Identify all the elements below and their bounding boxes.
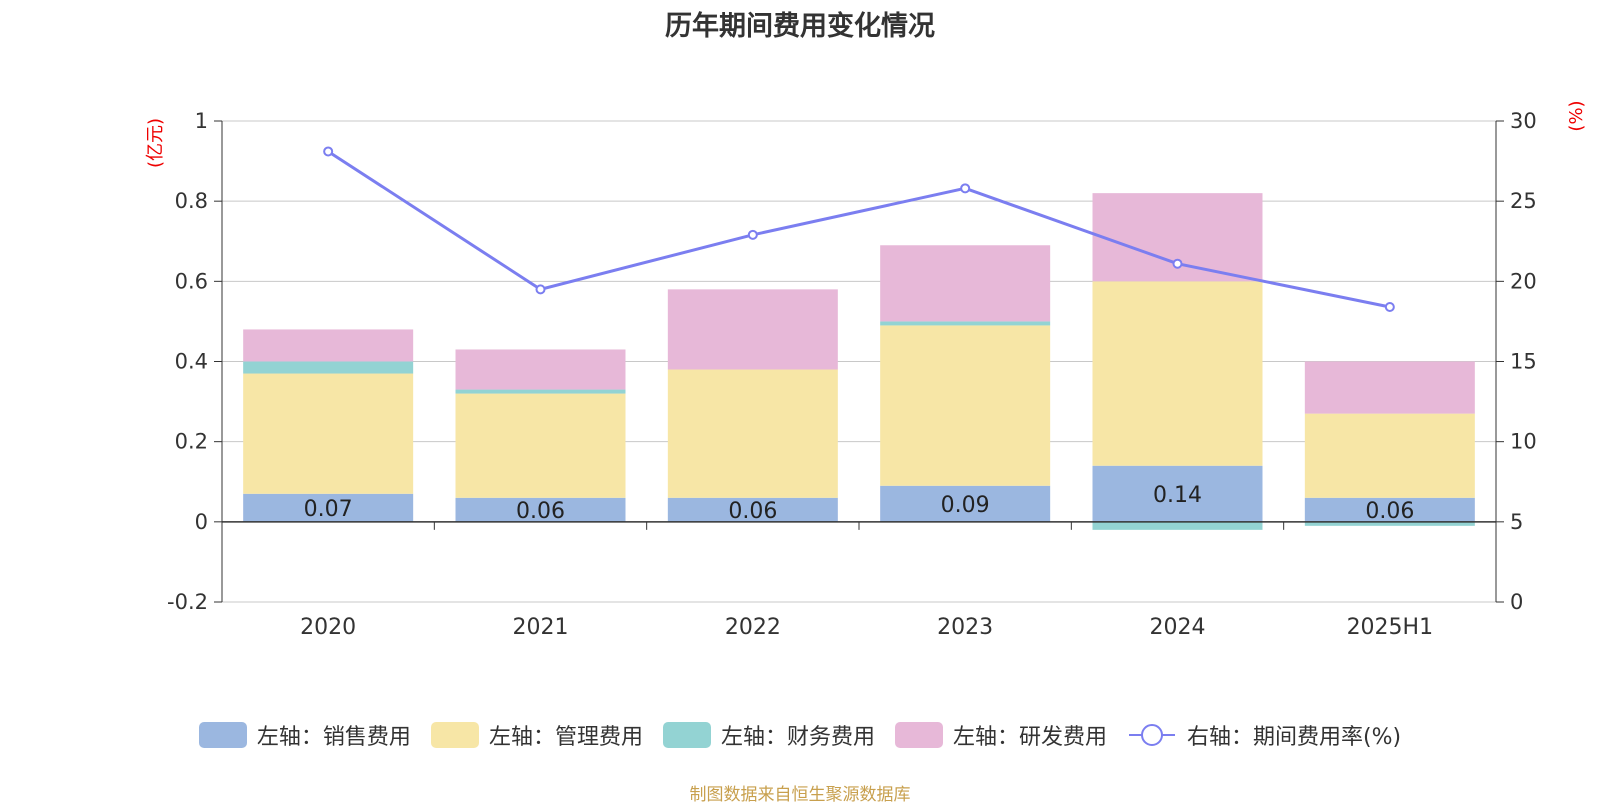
- right-axis-tick-label: 5: [1510, 510, 1523, 534]
- bar-rd: [880, 245, 1051, 322]
- legend-swatch-rd: [894, 722, 943, 748]
- bar-sales: [1092, 465, 1263, 522]
- left-axis-tick-label: 0: [195, 510, 208, 534]
- legend: 左轴：销售费用 左轴：管理费用 左轴：财务费用 左轴：研发费用 右轴：期间费用率…: [0, 719, 1600, 751]
- rate-point: [1172, 258, 1183, 269]
- grid-lines: [222, 120, 1496, 603]
- bar-sales: [455, 497, 626, 522]
- rate-point: [747, 229, 758, 240]
- data-labels: 0.07 0.06 0.06 0.09 0.14 0.06: [304, 483, 1415, 524]
- x-axis-tick-label: 2021: [513, 615, 569, 640]
- legend-swatch-sales: [198, 722, 247, 748]
- left-axis-tick-label: -0.2: [167, 590, 208, 614]
- legend-item-rd[interactable]: 左轴：研发费用: [894, 719, 1107, 751]
- left-axis-tick-label: 0.8: [175, 189, 208, 213]
- bar-sales: [243, 493, 414, 522]
- left-axis-tick-label: 1: [195, 109, 208, 133]
- bar-finance: [1304, 521, 1475, 526]
- rate-point: [960, 183, 971, 194]
- chart-title: 历年期间费用变化情况: [665, 11, 935, 42]
- legend-label-rd: 左轴：研发费用: [952, 725, 1107, 750]
- right-axis-tick-label: 25: [1510, 189, 1537, 213]
- left-axis-tick-label: 0.4: [175, 350, 208, 374]
- rate-point: [1384, 301, 1395, 312]
- rate-point: [535, 284, 546, 295]
- bar-rd: [455, 349, 626, 390]
- legend-label-finance: 左轴：财务费用: [720, 725, 875, 750]
- bar-admin: [880, 325, 1051, 486]
- bar-finance: [455, 389, 626, 394]
- left-axis-unit: (亿元): [145, 118, 166, 168]
- x-axis-tick-label: 2024: [1150, 615, 1206, 640]
- legend-label-admin: 左轴：管理费用: [488, 725, 643, 750]
- legend-swatch-admin: [430, 722, 479, 748]
- rate-line: [327, 150, 1391, 309]
- legend-line-marker-icon: [1128, 724, 1175, 746]
- legend-item-sales[interactable]: 左轴：销售费用: [198, 719, 411, 751]
- legend-label-sales: 左轴：销售费用: [256, 725, 411, 750]
- data-label-sales: 0.06: [728, 499, 777, 524]
- right-axis-tick-label: 30: [1510, 109, 1537, 133]
- right-axis-tick-label: 20: [1510, 269, 1537, 293]
- left-axis-tick-label: 0.6: [175, 269, 208, 293]
- bar-rd: [667, 289, 838, 370]
- data-label-sales: 0.06: [516, 499, 565, 524]
- bar-rd: [1304, 361, 1475, 414]
- left-axis-tick-label: 0.2: [175, 430, 208, 454]
- bar-sales: [667, 497, 838, 522]
- data-label-sales: 0.14: [1153, 483, 1202, 508]
- bar-admin: [667, 369, 838, 498]
- bar-series: [243, 193, 1475, 530]
- data-label-sales: 0.09: [941, 493, 990, 518]
- x-axis-tick-label: 2022: [725, 615, 781, 640]
- bar-admin: [1304, 413, 1475, 498]
- right-axis-tick-label: 0: [1510, 590, 1523, 614]
- source-note: 制图数据来自恒生聚源数据库: [689, 785, 911, 805]
- bar-finance: [1092, 521, 1263, 530]
- data-label-sales: 0.07: [304, 497, 353, 522]
- bar-finance: [880, 321, 1051, 326]
- data-label-sales: 0.06: [1365, 499, 1414, 524]
- x-axis-tick-label: 2023: [937, 615, 993, 640]
- legend-item-finance[interactable]: 左轴：财务费用: [662, 719, 875, 751]
- legend-label-rate: 右轴：期间费用率(%): [1186, 725, 1402, 750]
- x-axis-tick-label: 2020: [300, 615, 356, 640]
- bar-finance: [243, 361, 414, 374]
- right-axis-tick-label: 15: [1510, 350, 1537, 374]
- x-axis-tick-label: 2025H1: [1347, 615, 1434, 640]
- right-axis-tick-label: 10: [1510, 430, 1537, 454]
- bar-admin: [455, 393, 626, 498]
- bar-sales: [1304, 497, 1475, 522]
- bar-rd: [243, 329, 414, 362]
- legend-swatch-finance: [662, 722, 711, 748]
- bar-admin: [1092, 281, 1263, 466]
- bar-sales: [880, 485, 1051, 522]
- legend-item-admin[interactable]: 左轴：管理费用: [430, 719, 643, 751]
- rate-point: [323, 146, 334, 157]
- right-axis-unit: (%): [1566, 100, 1587, 131]
- bar-admin: [243, 373, 414, 494]
- rate-line-series: [323, 146, 1395, 312]
- legend-item-rate[interactable]: 右轴：期间费用率(%): [1127, 719, 1401, 751]
